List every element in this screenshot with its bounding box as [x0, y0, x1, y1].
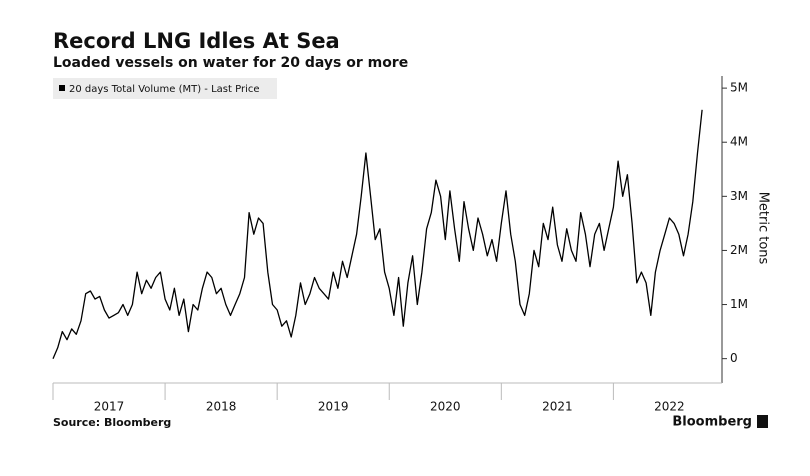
y-tick-label: 4M: [730, 135, 748, 149]
x-tick-label: 2022: [654, 400, 685, 414]
legend-box: [53, 78, 277, 99]
x-tick-label: 2021: [542, 400, 573, 414]
chart-title: Record LNG Idles At Sea: [53, 29, 340, 53]
y-tick-label: 1M: [730, 297, 748, 311]
y-tick-label: 0: [730, 351, 738, 365]
brand: Bloomberg: [672, 415, 752, 430]
legend-swatch: [59, 85, 65, 91]
chart-subtitle: Loaded vessels on water for 20 days or m…: [53, 55, 408, 71]
brand-icon: [757, 415, 768, 428]
source: Source: Bloomberg: [53, 416, 171, 429]
legend-label: 20 days Total Volume (MT) - Last Price: [69, 84, 260, 95]
x-tick-label: 2020: [430, 400, 461, 414]
y-axis-label: Metric tons: [756, 192, 771, 265]
y-tick-label: 5M: [730, 81, 748, 95]
line-series: [52, 109, 703, 359]
x-tick-label: 2018: [206, 400, 237, 414]
y-tick-label: 2M: [730, 243, 748, 257]
y-tick-label: 3M: [730, 189, 748, 203]
x-tick-label: 2019: [318, 400, 349, 414]
x-tick-label: 2017: [94, 400, 125, 414]
